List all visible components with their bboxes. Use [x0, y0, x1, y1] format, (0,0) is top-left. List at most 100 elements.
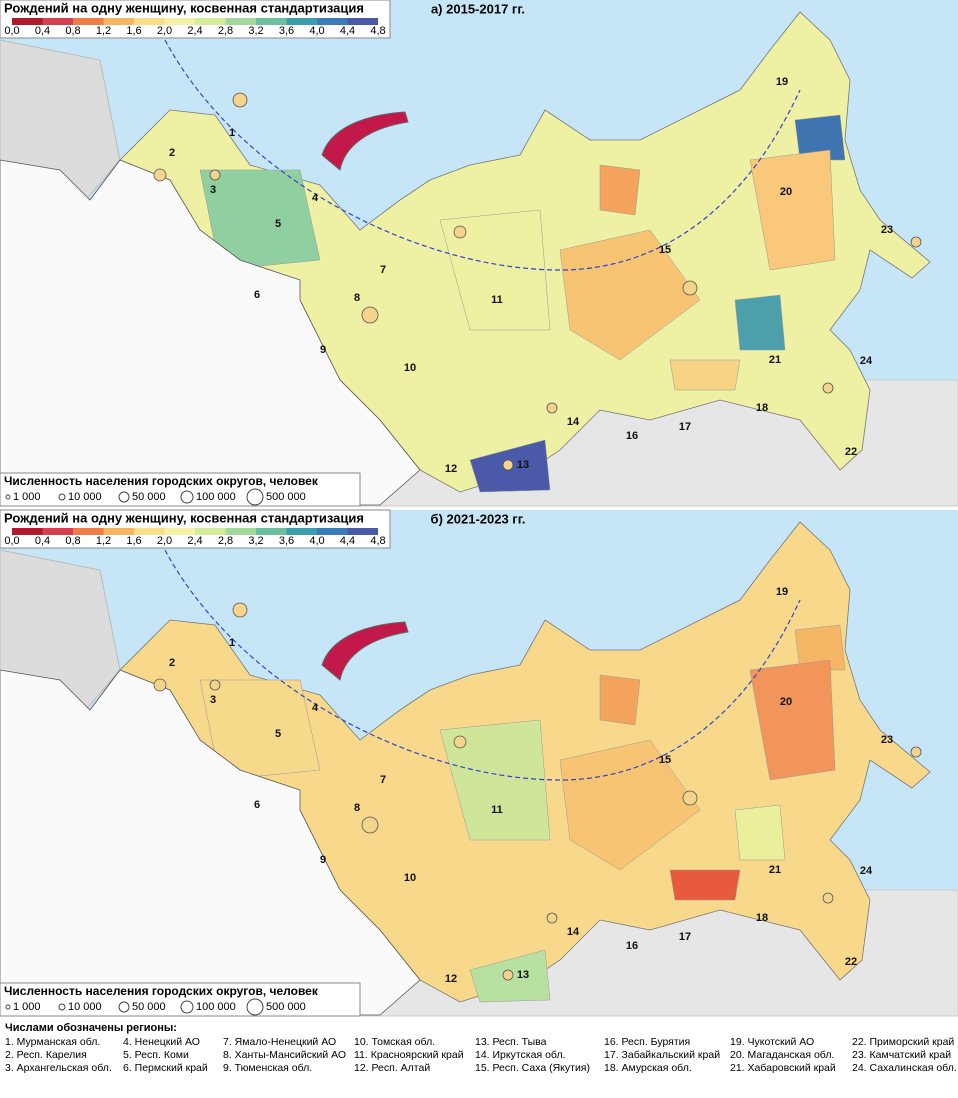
- color-swatch: [347, 18, 378, 25]
- regions-legend-item: 5. Респ. Коми: [123, 1049, 189, 1061]
- city-circle: [502, 459, 514, 471]
- region-area: [599, 164, 641, 216]
- city-circle: [453, 735, 467, 749]
- city-circle: [546, 402, 558, 414]
- region-number: 17: [679, 421, 691, 433]
- size-legend-title: Численность населения городских округов,…: [4, 474, 319, 488]
- color-tick-label: 3,2: [248, 25, 263, 37]
- region-number: 22: [845, 446, 857, 458]
- color-swatch: [225, 528, 256, 535]
- regions-legend-item: 6. Пермский край: [123, 1062, 208, 1074]
- regions-legend-item: 9. Тюменская обл.: [223, 1062, 312, 1074]
- regions-legend-item: 12. Респ. Алтай: [354, 1062, 430, 1074]
- city-circle: [232, 92, 248, 108]
- color-swatch: [256, 18, 287, 25]
- color-tick-label: 2,8: [218, 535, 233, 547]
- region-number: 21: [769, 864, 781, 876]
- color-tick-label: 1,6: [126, 25, 141, 37]
- color-swatch: [42, 18, 73, 25]
- region-number: 9: [320, 344, 326, 356]
- region-number: 4: [312, 192, 319, 204]
- size-legend-label: 500 000: [266, 491, 306, 503]
- city-circle: [153, 168, 167, 182]
- region-number: 9: [320, 854, 326, 866]
- size-legend-title: Численность населения городских округов,…: [4, 984, 319, 998]
- color-swatch: [195, 18, 226, 25]
- color-swatch: [164, 528, 195, 535]
- region-number: 23: [881, 224, 893, 236]
- region-area: [199, 679, 321, 781]
- region-number: 6: [254, 289, 260, 301]
- region-number: 14: [567, 926, 580, 938]
- color-swatch: [317, 18, 348, 25]
- regions-legend-item: 10. Томская обл.: [354, 1036, 435, 1048]
- size-legend-circle: [5, 1004, 11, 1010]
- region-number: 13: [517, 969, 529, 981]
- regions-legend-item: 16. Респ. Бурятия: [604, 1036, 690, 1048]
- regions-legend-item: 4. Ненецкий АО: [123, 1036, 200, 1048]
- regions-legend-item: 11. Красноярский край: [354, 1049, 464, 1061]
- region-number: 16: [626, 430, 638, 442]
- region-number: 24: [860, 865, 873, 877]
- region-area: [199, 169, 321, 271]
- size-legend-circle: [180, 1000, 194, 1014]
- region-area: [669, 359, 741, 391]
- color-swatch: [42, 528, 73, 535]
- color-tick-label: 4,0: [309, 25, 324, 37]
- region-number: 13: [517, 459, 529, 471]
- regions-legend-item: 1. Мурманская обл.: [5, 1036, 100, 1048]
- color-swatch: [12, 528, 43, 535]
- region-number: 19: [776, 586, 788, 598]
- region-number: 10: [404, 362, 416, 374]
- color-swatch: [73, 528, 104, 535]
- region-number: 8: [354, 802, 360, 814]
- color-tick-label: 2,0: [157, 535, 172, 547]
- regions-legend-item: 17. Забайкальский край: [604, 1049, 720, 1061]
- region-number: 10: [404, 872, 416, 884]
- regions-legend-item: 14. Иркутская обл.: [475, 1049, 566, 1061]
- region-area: [749, 659, 836, 781]
- size-legend-box: [0, 472, 361, 507]
- city-circle: [453, 225, 467, 239]
- color-swatch: [134, 528, 165, 535]
- color-swatch: [256, 528, 287, 535]
- regions-legend-item: 8. Ханты-Мансийский АО: [223, 1049, 346, 1061]
- color-swatch: [12, 18, 43, 25]
- color-legend-title: Рождений на одну женщину, косвенная стан…: [4, 510, 364, 525]
- arctic-arc: [164, 549, 801, 781]
- color-swatch: [286, 528, 317, 535]
- size-legend-circle: [118, 491, 130, 503]
- color-swatch: [347, 528, 378, 535]
- region-area: [559, 739, 701, 871]
- city-circle: [822, 382, 834, 394]
- city-circle: [361, 816, 379, 834]
- regions-legend-item: 2. Респ. Карелия: [5, 1049, 87, 1061]
- size-legend-circle: [58, 493, 66, 501]
- size-legend-circle: [246, 488, 264, 506]
- color-swatch: [73, 18, 104, 25]
- size-legend-circle: [180, 490, 194, 504]
- city-circle: [682, 280, 698, 296]
- region-number: 16: [626, 940, 638, 952]
- western-regions: [0, 159, 421, 506]
- region-area: [439, 719, 551, 841]
- region-number: 11: [491, 294, 503, 306]
- region-number: 20: [780, 186, 792, 198]
- region-number: 23: [881, 734, 893, 746]
- region-area: [599, 674, 641, 726]
- city-circle: [546, 912, 558, 924]
- city-circle: [682, 790, 698, 806]
- color-tick-label: 1,2: [96, 535, 111, 547]
- color-tick-label: 0,4: [35, 535, 50, 547]
- size-legend-label: 100 000: [196, 491, 236, 503]
- region-number: 2: [169, 657, 175, 669]
- color-swatch: [225, 18, 256, 25]
- color-tick-label: 4,0: [309, 535, 324, 547]
- region-number: 14: [567, 416, 580, 428]
- size-legend-label: 10 000: [68, 1001, 102, 1013]
- region-number: 15: [659, 754, 671, 766]
- city-circle: [361, 306, 379, 324]
- region-area: [669, 869, 741, 901]
- size-legend-label: 10 000: [68, 491, 102, 503]
- color-tick-label: 4,4: [340, 535, 355, 547]
